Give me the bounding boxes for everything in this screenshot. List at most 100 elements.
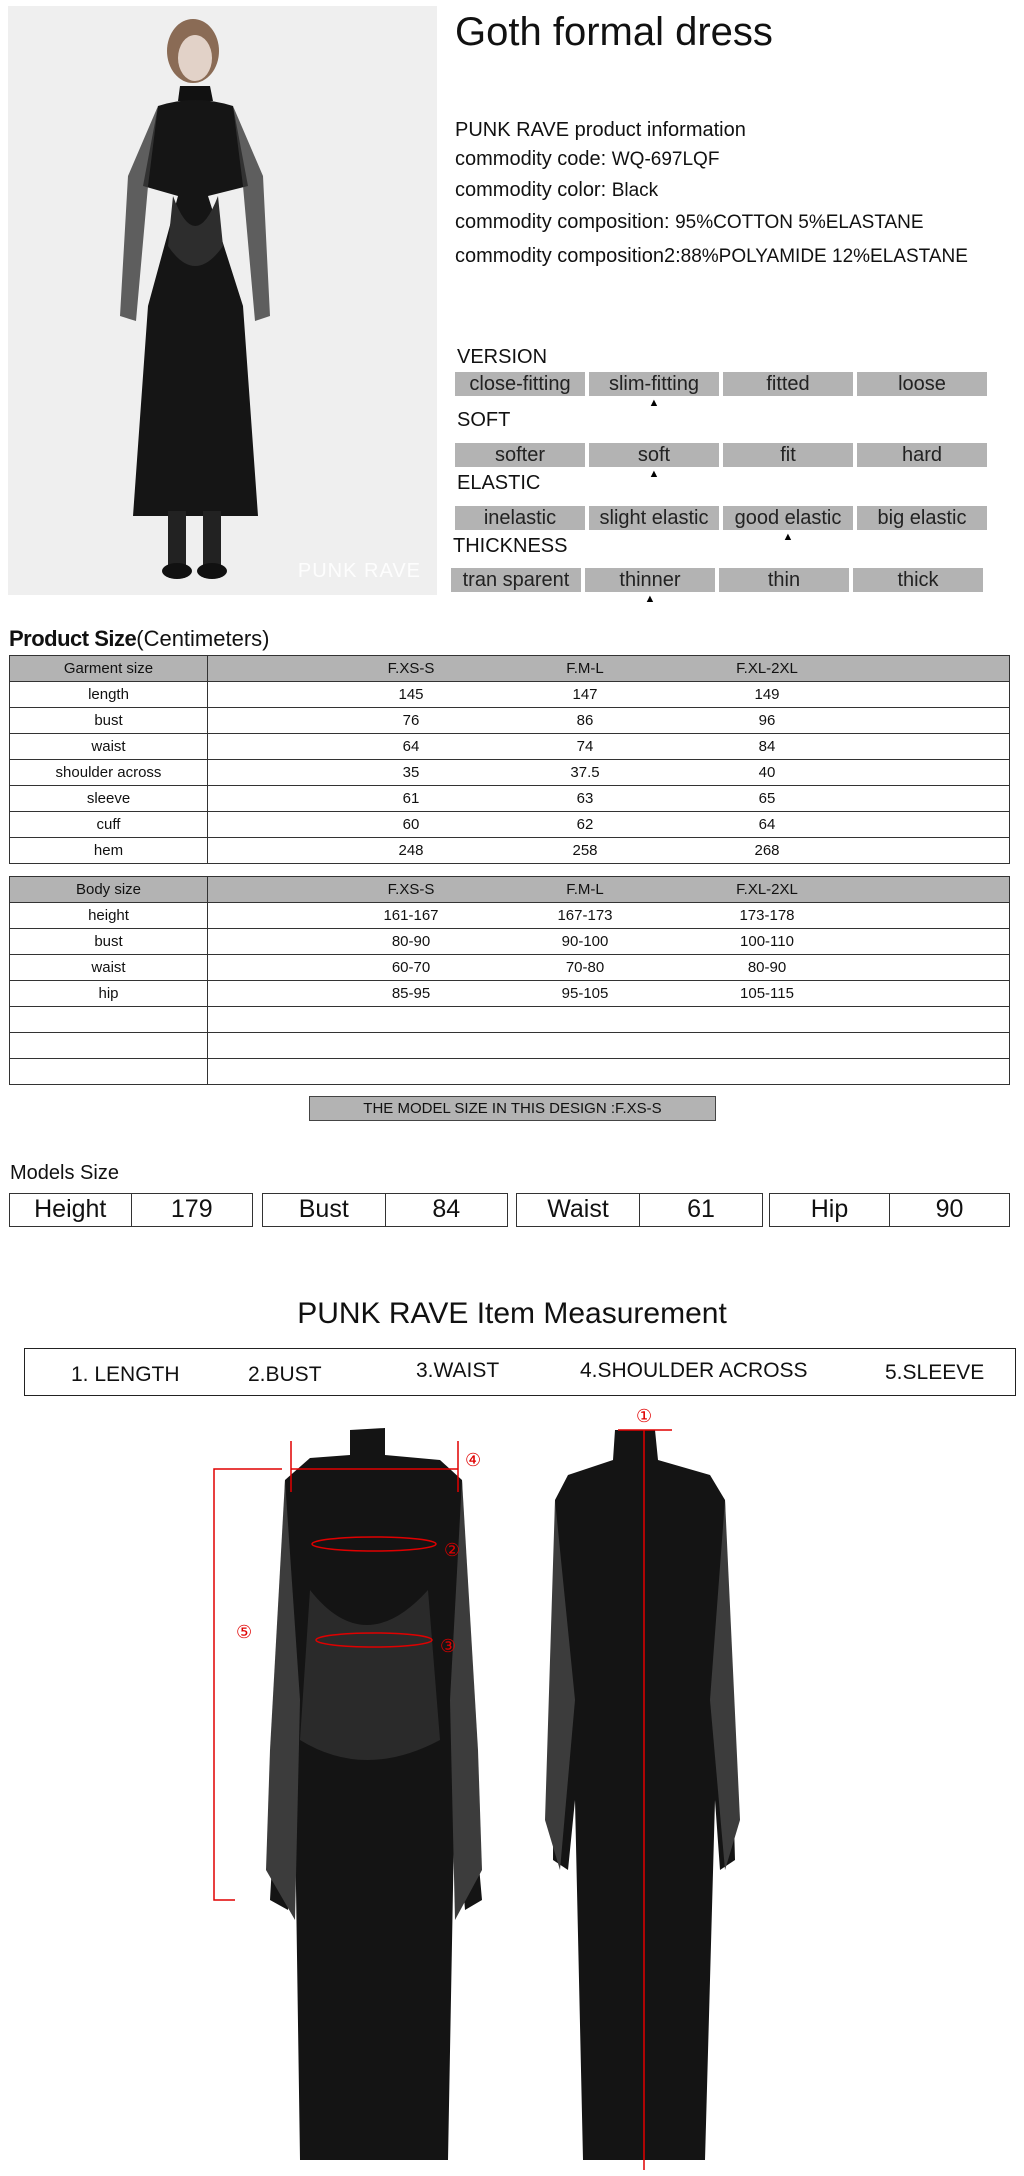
cell-value: 80-90 <box>747 959 787 976</box>
measurement-item: 4.SHOULDER ACROSS <box>580 1359 808 1382</box>
row-values: 85-95 95-105 105-115 <box>207 980 1010 1007</box>
attr-option: fitted <box>723 372 853 396</box>
dress-back <box>545 1430 740 2160</box>
cell-value: 80-90 <box>391 933 431 950</box>
cell-value: 40 <box>758 764 776 781</box>
model-measure-height: Height 179 <box>9 1193 253 1227</box>
row-values <box>207 1032 1010 1059</box>
cell-value: 70-80 <box>565 959 605 976</box>
attr-option: slim-fitting <box>589 372 719 396</box>
row-label: waist <box>9 954 208 981</box>
attr-option: big elastic <box>857 506 987 530</box>
info-heading: PUNK RAVE product information <box>455 119 746 141</box>
attr-option: thick <box>853 568 983 592</box>
cell-value: 100-110 <box>740 933 794 950</box>
attr-scale-version: close-fitting slim-fitting fitted loose <box>455 372 987 396</box>
cell-value: 90-100 <box>561 933 609 950</box>
selected-indicator-icon: ▲ <box>782 531 794 543</box>
cell-value: F.XS-S <box>387 660 435 677</box>
cell-value: F.XL-2XL <box>736 660 798 677</box>
measurement-legend: 1. LENGTH 2.BUST 3.WAIST 4.SHOULDER ACROSS 5… <box>24 1348 1016 1396</box>
attr-option: slight elastic <box>589 506 719 530</box>
measure-label: Bust <box>263 1194 386 1226</box>
measurement-item: 5.SLEEVE <box>885 1361 985 1384</box>
model-measure-hip: Hip 90 <box>769 1193 1010 1227</box>
info-value: Black <box>611 180 659 201</box>
cell-value: F.M-L <box>566 881 604 898</box>
attr-option: thin <box>719 568 849 592</box>
cell-value: 96 <box>758 712 776 729</box>
cell-value: F.M-L <box>566 660 604 677</box>
row-label: bust <box>9 707 208 734</box>
attr-option: inelastic <box>455 506 585 530</box>
row-values: F.XS-S F.M-L F.XL-2XL <box>207 876 1010 903</box>
row-label: height <box>9 902 208 929</box>
cell-value: 37.5 <box>570 764 600 781</box>
product-size-title: Product Size(Centimeters) <box>9 626 270 652</box>
cell-value: 35 <box>402 764 420 781</box>
attr-scale-elastic: inelastic slight elastic good elastic big e… <box>455 506 987 530</box>
row-label: waist <box>9 733 208 760</box>
info-value: 88%POLYAMIDE 12%ELASTANE <box>680 246 968 267</box>
attr-option: softer <box>455 443 585 467</box>
info-row-color: commodity color: Black <box>455 179 658 202</box>
attr-option: fit <box>723 443 853 467</box>
row-label: hip <box>9 980 208 1007</box>
watermark: PUNK RAVE <box>297 560 421 582</box>
row-label: Garment size <box>9 655 208 682</box>
table-row: height 161-167 167-173 173-178 <box>9 902 1010 929</box>
body-size-table: Body size F.XS-S F.M-L F.XL-2XL height 1… <box>9 876 1010 1085</box>
info-label: commodity color: <box>455 179 607 201</box>
cell-value: F.XS-S <box>387 881 435 898</box>
row-label: bust <box>9 928 208 955</box>
row-values: 64 74 84 <box>207 733 1010 760</box>
marker-length: ① <box>636 1406 652 1427</box>
cell-value: 64 <box>402 738 420 755</box>
attr-option: hard <box>857 443 987 467</box>
info-value: WQ-697LQF <box>611 149 720 170</box>
cell-value: 167-173 <box>557 907 613 924</box>
table-row <box>9 1058 1010 1085</box>
info-label: commodity composition2: <box>455 245 681 267</box>
cell-value: 95-105 <box>561 985 609 1002</box>
row-label <box>9 1006 208 1033</box>
cell-value: 173-178 <box>739 907 795 924</box>
row-values <box>207 1006 1010 1033</box>
attr-label-soft: SOFT <box>457 409 511 431</box>
info-label: commodity composition: <box>455 211 670 233</box>
selected-indicator-icon: ▲ <box>644 593 656 605</box>
attr-option: loose <box>857 372 987 396</box>
measurement-diagram: ① ② ③ ④ ⑤ <box>213 1406 740 2170</box>
cell-value: 147 <box>572 686 598 703</box>
info-row-code: commodity code: WQ-697LQF <box>455 148 719 171</box>
row-values: 161-167 167-173 173-178 <box>207 902 1010 929</box>
cell-value: 258 <box>572 842 598 859</box>
attr-label-version: VERSION <box>457 346 548 368</box>
measurement-item: 1. LENGTH <box>71 1363 180 1386</box>
measurement-item: 3.WAIST <box>416 1359 500 1382</box>
table-header: Garment size F.XS-S F.M-L F.XL-2XL <box>9 655 1010 682</box>
attr-option: thinner <box>585 568 715 592</box>
measure-value: 179 <box>170 1195 213 1223</box>
model-figure <box>120 19 270 579</box>
row-values: F.XS-S F.M-L F.XL-2XL <box>207 655 1010 682</box>
row-label: sleeve <box>9 785 208 812</box>
marker-bust: ② <box>444 1540 460 1561</box>
product-photo: PUNK RAVE <box>8 6 437 595</box>
row-label: cuff <box>9 811 208 838</box>
cell-value: 84 <box>758 738 776 755</box>
attr-label-elastic: ELASTIC <box>457 472 541 494</box>
cell-value: 149 <box>754 686 780 703</box>
model-measure-bust: Bust 84 <box>262 1193 508 1227</box>
measurement-item: 2.BUST <box>248 1363 322 1386</box>
table-row: shoulder across 35 37.5 40 <box>9 759 1010 786</box>
cell-value: 105-115 <box>740 985 794 1002</box>
table-row: hip 85-95 95-105 105-115 <box>9 980 1010 1007</box>
models-size-title: Models Size <box>10 1162 119 1184</box>
row-values: 35 37.5 40 <box>207 759 1010 786</box>
cell-value: 268 <box>754 842 780 859</box>
row-values <box>207 1058 1010 1085</box>
table-row: cuff 60 62 64 <box>9 811 1010 838</box>
attr-option: tran sparent <box>451 568 581 592</box>
row-values: 80-90 90-100 100-110 <box>207 928 1010 955</box>
